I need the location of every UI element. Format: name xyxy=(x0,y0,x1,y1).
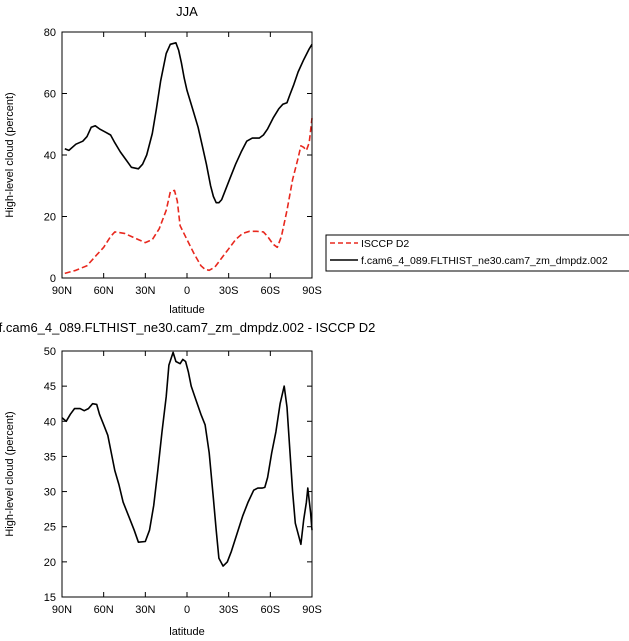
bottom-y-tick-label: 35 xyxy=(44,451,56,463)
top-plot-frame xyxy=(61,31,313,279)
top-x-tick-label: 60S xyxy=(261,285,281,297)
bottom-y-axis-label: High-level cloud (percent) xyxy=(4,411,16,536)
top-chart-title: JJA xyxy=(176,4,198,19)
top-y-axis-label: High-level cloud (percent) xyxy=(4,92,16,217)
top-y-tick-label: 0 xyxy=(50,273,56,285)
bottom-series xyxy=(61,351,313,567)
legend-label-model: f.cam6_4_089.FLTHIST_ne30.cam7_zm_dmpdz.… xyxy=(361,255,608,267)
bottom-x-tick-label: 60S xyxy=(261,604,281,616)
bottom-y-tick-label: 20 xyxy=(44,557,56,569)
top-y-tick-label: 80 xyxy=(44,27,56,39)
top-y-tick-label: 40 xyxy=(44,150,56,162)
legend-label-isccp: ISCCP D2 xyxy=(361,238,409,250)
top-x-axis-label: latitude xyxy=(169,304,204,316)
top-x-tick-label: 30N xyxy=(135,285,155,297)
bottom-y-tick-label: 45 xyxy=(44,381,56,393)
bottom-x-tick-label: 30N xyxy=(135,604,155,616)
top-panel: JJA 90N 60N 30N 0 30S 60S 90S 0 20 40 60 80 latitu… xyxy=(4,4,322,316)
bottom-plot-frame xyxy=(61,350,313,598)
bottom-ticks xyxy=(61,350,313,598)
top-x-tick-label: 90N xyxy=(52,285,72,297)
bottom-y-tick-label: 30 xyxy=(44,487,56,499)
bottom-x-tick-labels: 90N 60N 30N 0 30S 60S 90S xyxy=(52,604,322,616)
bottom-y-tick-label: 15 xyxy=(44,592,56,604)
bottom-y-tick-label: 40 xyxy=(44,416,56,428)
top-x-tick-labels: 90N 60N 30N 0 30S 60S 90S xyxy=(52,285,322,297)
bottom-y-tick-labels: 15 20 25 30 35 40 45 50 xyxy=(44,346,56,604)
top-series-line-isccp xyxy=(64,118,313,275)
bottom-series-line-difference xyxy=(61,351,313,567)
top-x-tick-label: 60N xyxy=(94,285,114,297)
top-x-tick-label: 30S xyxy=(219,285,239,297)
bottom-x-axis-label: latitude xyxy=(169,626,204,638)
legend-box xyxy=(325,234,629,272)
bottom-x-tick-label: 60N xyxy=(94,604,114,616)
top-y-tick-label: 60 xyxy=(44,89,56,101)
bottom-x-tick-label: 90S xyxy=(302,604,322,616)
top-x-tick-label: 0 xyxy=(184,285,190,297)
bottom-x-tick-label: 90N xyxy=(52,604,72,616)
bottom-y-tick-label: 50 xyxy=(44,346,56,358)
top-y-tick-labels: 0 20 40 60 80 xyxy=(44,27,56,285)
bottom-panel: f.cam6_4_089.FLTHIST_ne30.cam7_zm_dmpdz.… xyxy=(0,320,375,638)
top-y-tick-label: 20 xyxy=(44,212,56,224)
bottom-x-tick-label: 0 xyxy=(184,604,190,616)
bottom-x-tick-label: 30S xyxy=(219,604,239,616)
bottom-y-tick-label: 25 xyxy=(44,522,56,534)
top-x-tick-label: 90S xyxy=(302,285,322,297)
top-series-line-model xyxy=(64,41,313,204)
bottom-chart-title: f.cam6_4_089.FLTHIST_ne30.cam7_zm_dmpdz.… xyxy=(0,320,375,335)
legend: ISCCP D2 f.cam6_4_089.FLTHIST_ne30.cam7_… xyxy=(325,234,629,272)
top-series xyxy=(64,41,313,275)
